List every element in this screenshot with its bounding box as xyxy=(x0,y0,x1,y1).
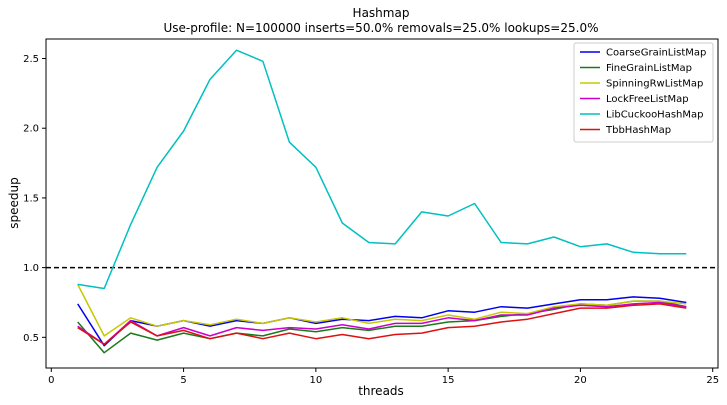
legend-label: FineGrainListMap xyxy=(606,63,692,74)
legend-label: LockFreeListMap xyxy=(606,94,689,105)
series-lines xyxy=(77,49,687,354)
y-tick-label: 2.5 xyxy=(23,54,39,65)
x-axis-title: threads xyxy=(358,384,404,398)
chart-title: Hashmap xyxy=(353,6,410,20)
x-tick-label: 5 xyxy=(180,375,186,386)
axis-ticks: 0 5 10 15 20 25 0.5 1.0 1.5 2.0 2.5 xyxy=(23,54,719,386)
legend-label: LibCuckooHashMap xyxy=(606,110,704,121)
x-tick-label: 15 xyxy=(442,375,455,386)
y-tick-label: 2.0 xyxy=(23,124,39,135)
legend-label: TbbHashMap xyxy=(605,125,671,136)
y-axis-title: speedup xyxy=(7,177,21,228)
series-line-lock-free-list-map xyxy=(77,301,687,346)
x-tick-label: 20 xyxy=(574,375,587,386)
legend-label: SpinningRwListMap xyxy=(606,79,703,90)
legend-box xyxy=(573,42,714,143)
series-line-lib-cuckoo-hash-map xyxy=(77,49,687,290)
x-tick-label: 0 xyxy=(48,375,54,386)
x-tick-label: 10 xyxy=(309,375,322,386)
y-tick-label: 1.0 xyxy=(23,263,39,274)
legend-label: CoarseGrainListMap xyxy=(606,48,706,59)
x-tick-label: 25 xyxy=(706,375,719,386)
series-line-tbb-hash-map xyxy=(77,303,687,346)
y-tick-label: 1.5 xyxy=(23,193,39,204)
chart-subtitle: Use-profile: N=100000 inserts=50.0% remo… xyxy=(164,21,599,35)
legend: CoarseGrainListMap FineGrainListMap Spinni… xyxy=(573,42,714,143)
series-line-spinning-rw-list-map xyxy=(77,284,687,337)
y-tick-label: 0.5 xyxy=(23,333,39,344)
